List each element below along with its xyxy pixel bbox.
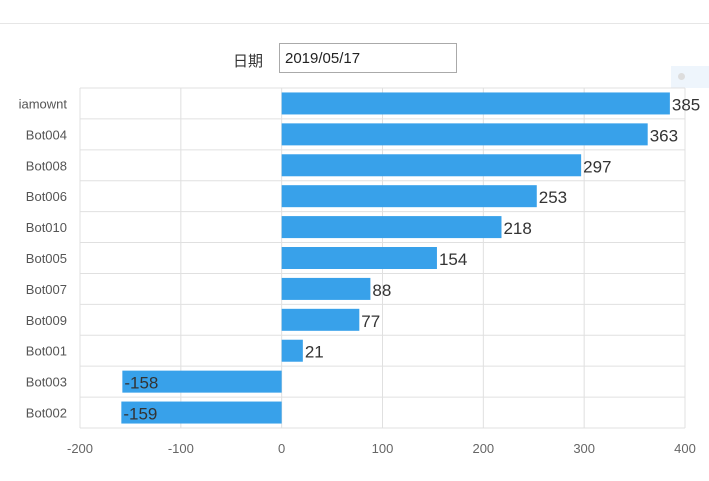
x-tick-label: 100 [372, 441, 394, 456]
y-tick-label: Bot010 [26, 220, 67, 235]
data-label: 253 [539, 188, 567, 207]
y-tick-label: Bot001 [26, 344, 67, 359]
bar [122, 370, 282, 393]
header-divider [0, 23, 709, 24]
x-tick-label: 400 [674, 441, 696, 456]
y-tick-label: Bot002 [26, 406, 67, 421]
y-tick-label: iamownt [19, 96, 68, 111]
legend-item[interactable] [671, 66, 709, 88]
data-label: 297 [583, 157, 611, 176]
data-label: 385 [672, 95, 700, 114]
data-label: 363 [650, 126, 678, 145]
bar [281, 92, 670, 115]
x-tick-label: 0 [278, 441, 285, 456]
data-label: -159 [123, 405, 157, 424]
x-tick-label: 300 [573, 441, 595, 456]
x-tick-label: 200 [472, 441, 494, 456]
date-label: 日期 [233, 53, 264, 70]
y-tick-label: Bot003 [26, 375, 67, 390]
bar [281, 154, 582, 177]
bar [281, 185, 537, 208]
data-label: 21 [305, 343, 324, 362]
bar [281, 247, 437, 269]
data-label: 77 [361, 312, 380, 331]
y-tick-label: Bot006 [26, 189, 67, 204]
date-input[interactable] [279, 43, 457, 73]
bar [121, 401, 282, 424]
x-tick-label: -200 [67, 441, 93, 456]
y-tick-label: Bot008 [26, 158, 67, 173]
x-tick-label: -100 [168, 441, 194, 456]
bar [281, 308, 360, 331]
y-tick-label: Bot009 [26, 313, 67, 328]
bar [281, 123, 648, 146]
data-label: 154 [439, 250, 467, 269]
legend-dot-icon [678, 73, 685, 80]
y-tick-label: Bot004 [26, 127, 67, 142]
bar [281, 339, 303, 362]
data-label: -158 [124, 374, 158, 393]
y-tick-label: Bot005 [26, 251, 67, 266]
bar [281, 216, 502, 239]
data-label: 88 [372, 281, 391, 300]
data-label: 218 [503, 219, 531, 238]
bar [281, 277, 371, 300]
y-tick-label: Bot007 [26, 282, 67, 297]
